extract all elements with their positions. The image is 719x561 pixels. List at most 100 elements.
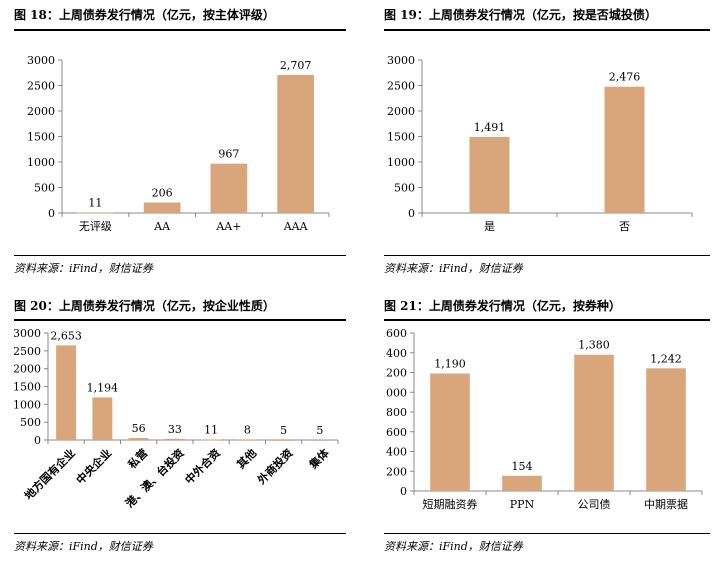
data-label: 1,491	[474, 121, 506, 134]
chart-title: 图 21：上周债券发行情况（亿元，按券种）	[384, 299, 621, 313]
title-rule	[14, 29, 346, 31]
y-tick-label: 1500	[27, 131, 55, 144]
data-label: 11	[88, 196, 102, 209]
data-label: 5	[316, 424, 323, 437]
data-label: 967	[218, 148, 239, 161]
y-tick-label: 2000	[387, 105, 415, 118]
bar	[469, 136, 510, 213]
x-category-label: 无评级	[79, 220, 112, 233]
x-category-label: 外商投资	[254, 446, 296, 488]
y-tick-label: 200	[386, 465, 407, 478]
bar	[309, 439, 330, 441]
x-category-label: AAA	[283, 220, 309, 233]
x-category-label: 中央企业	[73, 446, 114, 487]
footer-rule	[384, 533, 710, 534]
y-tick-label: 1200	[384, 367, 407, 380]
y-tick-label: 500	[34, 182, 55, 195]
y-tick-label: 0	[408, 207, 415, 220]
data-label: 1,380	[578, 339, 610, 352]
y-tick-label: 3000	[27, 54, 55, 67]
data-label: 1,242	[650, 352, 682, 365]
bar	[77, 212, 114, 214]
bar	[277, 74, 314, 214]
source-note: 资料来源：iFind，财信证券	[384, 262, 523, 275]
data-label: 206	[152, 186, 173, 199]
y-tick-label: 1500	[387, 131, 415, 144]
bar	[430, 373, 470, 491]
chart-panel-fig19: 图 19：上周债券发行情况（亿元，按是否城投债） 0 500 1000 1500 200…	[384, 2, 710, 280]
data-label: 8	[244, 424, 251, 437]
data-label: 2,476	[609, 71, 641, 84]
chart-title: 图 18：上周债券发行情况（亿元，按主体评级）	[14, 8, 275, 22]
footer-rule	[14, 255, 346, 256]
bar	[502, 475, 542, 491]
data-label: 1,190	[434, 357, 466, 370]
bar	[92, 397, 113, 440]
bar	[201, 439, 222, 441]
chart-panel-fig20: 图 20：上周债券发行情况（亿元，按企业性质） 0 500 1000 1500 2000…	[14, 293, 346, 559]
chart-title: 图 20：上周债券发行情况（亿元，按企业性质）	[14, 299, 275, 313]
data-label: 33	[168, 423, 182, 436]
source-note: 资料来源：iFind，财信证券	[14, 540, 153, 553]
x-category-label: 其他	[234, 446, 259, 471]
data-label: 154	[512, 460, 533, 473]
y-tick-label: 500	[20, 416, 41, 429]
y-tick-label: 2000	[27, 105, 55, 118]
x-category-label: AA	[153, 220, 171, 233]
y-tick-label: 1000	[27, 156, 55, 169]
x-category-label: 短期融资券	[423, 497, 478, 511]
bar-chart-fig20: 0 500 1000 1500 2000 2500 3000 2,653 地方国有企业 1,194…	[14, 327, 339, 510]
x-category-label: AA+	[215, 220, 241, 233]
bar-chart-fig18: 0 500 1000 1500 2000 2500 3000 11 无评级 206 AA 967 AA+…	[27, 54, 330, 233]
y-tick-label: 3000	[387, 54, 415, 67]
bar-chart-fig21: 0 200 400 600 800 1000 1200 1400 1600 1,190 短期融资券 1…	[384, 327, 703, 511]
data-label: 11	[204, 424, 218, 437]
y-tick-label: 1000	[387, 156, 415, 169]
data-label: 2,707	[280, 59, 312, 72]
bar	[273, 439, 294, 441]
y-tick-label: 2500	[387, 80, 415, 93]
y-tick-label: 400	[386, 446, 407, 459]
y-tick-label: 1400	[384, 347, 407, 360]
x-category-label: 公司债	[578, 497, 611, 511]
footer-rule	[384, 255, 710, 256]
data-label: 5	[280, 424, 287, 437]
bar-chart-fig19: 0 500 1000 1500 2000 2500 3000 1,491 是 2,476 否	[387, 54, 693, 233]
title-rule	[14, 319, 346, 321]
chart-panel-fig21: 图 21：上周债券发行情况（亿元，按券种） 0 200 400 600 800 1000 1…	[384, 293, 710, 559]
source-note: 资料来源：iFind，财信证券	[384, 540, 523, 553]
bar	[646, 368, 686, 491]
data-label: 2,653	[50, 329, 82, 342]
x-category-label: 否	[619, 220, 630, 233]
x-category-label: 集体	[305, 445, 332, 472]
data-label: 56	[132, 422, 146, 435]
y-tick-label: 2500	[14, 345, 41, 358]
y-tick-label: 0	[48, 207, 55, 220]
x-category-label: 中期票据	[644, 497, 688, 511]
x-category-label: 地方国有企业	[21, 446, 78, 503]
y-tick-label: 1600	[384, 327, 407, 340]
y-tick-label: 0	[400, 485, 407, 498]
y-tick-label: 600	[386, 426, 407, 439]
bar	[143, 202, 181, 213]
y-tick-label: 500	[394, 182, 415, 195]
title-rule	[384, 319, 710, 321]
y-tick-label: 1000	[14, 398, 41, 411]
x-category-label: 是	[484, 220, 495, 233]
source-note: 资料来源：iFind，财信证券	[14, 262, 153, 275]
bar	[56, 345, 77, 440]
y-tick-label: 3000	[14, 327, 41, 340]
bar	[164, 438, 185, 440]
title-rule	[384, 29, 710, 31]
data-label: 1,194	[87, 381, 119, 394]
x-category-label: 中外合资	[182, 446, 223, 487]
x-category-label: 私营	[125, 446, 150, 471]
bar	[574, 354, 614, 491]
bar	[604, 86, 645, 213]
footer-rule	[14, 533, 346, 534]
chart-panel-fig18: 图 18：上周债券发行情况（亿元，按主体评级） 0 500 1000 1500 2000…	[14, 2, 346, 280]
y-tick-label: 1000	[384, 386, 407, 399]
bar	[210, 163, 248, 213]
y-tick-label: 800	[386, 406, 407, 419]
x-category-label: PPN	[510, 498, 535, 511]
